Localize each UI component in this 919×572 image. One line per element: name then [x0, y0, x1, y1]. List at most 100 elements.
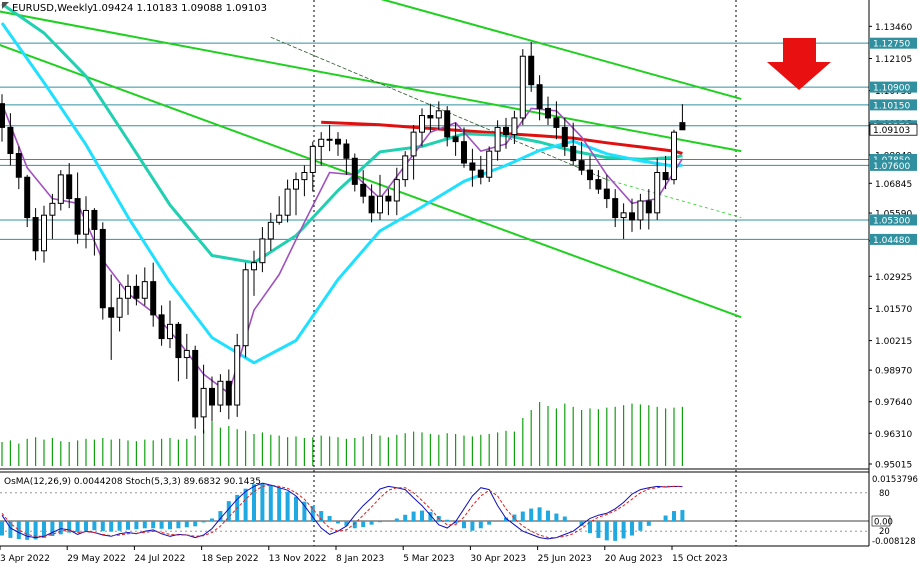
- candle-body: [335, 138, 341, 145]
- candle-body: [41, 214, 47, 252]
- candle-body: [486, 150, 493, 178]
- osma-bar-24: [201, 521, 206, 523]
- price-tick-label: 1.06845: [875, 180, 912, 190]
- candle-body: [477, 169, 484, 178]
- osma-bar-41: [344, 521, 349, 526]
- osma-zero-box: [871, 515, 891, 527]
- candle-18: [150, 262, 157, 327]
- candle-body: [301, 171, 308, 181]
- oscillator-pane: [0, 482, 869, 541]
- candle-39: [326, 125, 333, 152]
- candle-body: [32, 217, 39, 252]
- candle-54: [452, 122, 459, 156]
- osma-bar-8: [67, 521, 72, 533]
- osma-bar-44: [369, 521, 374, 525]
- osma-bar-22: [184, 521, 189, 528]
- volume-bars: [1, 402, 684, 466]
- osma-bar-7: [58, 521, 63, 535]
- price-level-label-2: 1.10150: [873, 101, 910, 111]
- candle-68: [570, 122, 577, 166]
- candle-81: [679, 104, 686, 131]
- osma-bar-60: [504, 517, 508, 521]
- candle-72: [603, 174, 610, 209]
- candle-body: [679, 122, 686, 131]
- osma-bar-56: [470, 521, 475, 531]
- candle-52: [435, 101, 442, 130]
- bearish-arrow-group: [767, 38, 831, 90]
- osma-bar-11: [92, 521, 97, 531]
- candle-59: [494, 120, 501, 161]
- candle-51: [427, 103, 434, 133]
- candle-71: [595, 170, 602, 194]
- candle-70: [587, 155, 593, 190]
- osma-bar-64: [537, 507, 542, 521]
- grid-layer: [313, 0, 737, 546]
- candle-body: [545, 107, 551, 119]
- osma-bar-27: [226, 501, 231, 521]
- price-level-label-2-box: [870, 99, 917, 111]
- osma-bar-59: [495, 521, 500, 522]
- time-tick-label: 30 Apr 2023: [470, 554, 526, 564]
- candle-body: [83, 209, 89, 235]
- candle-body: [393, 179, 400, 202]
- time-tick-label: 15 Oct 2023: [672, 554, 728, 564]
- moving-average-ma_red: [321, 120, 683, 155]
- osma-bar-50: [420, 510, 424, 521]
- candle-55: [461, 127, 467, 168]
- candle-body: [167, 323, 173, 340]
- candle-5: [41, 205, 47, 263]
- candle-body: [427, 115, 434, 119]
- osma-bar-21: [176, 521, 181, 529]
- trend-line-0: [0, 10, 742, 153]
- osma-bar-2: [16, 521, 21, 540]
- osma-bar-70: [588, 521, 592, 534]
- candle-8: [66, 163, 73, 209]
- osma-bar-48: [403, 514, 408, 521]
- osma-bar-3: [25, 521, 30, 540]
- price-level-label-6-box: [870, 214, 917, 226]
- candle-0: [0, 94, 5, 142]
- osma-bar-45: [378, 521, 382, 523]
- time-tick-label: 8 Jan 2023: [336, 554, 384, 564]
- candle-26: [217, 374, 224, 413]
- osma-bar-69: [579, 521, 584, 526]
- chart-title: EURUSD,Weekly: [12, 3, 93, 14]
- osma-bar-4: [33, 521, 38, 540]
- candle-36: [301, 165, 308, 197]
- osma-bar-37: [310, 506, 315, 521]
- candle-45: [377, 174, 383, 220]
- candle-38: [318, 132, 325, 166]
- candle-body: [57, 174, 64, 204]
- candle-80: [671, 129, 677, 185]
- candle-33: [276, 196, 283, 225]
- candle-body: [435, 110, 442, 119]
- candle-6: [49, 193, 56, 239]
- osma-bar-25: [210, 518, 214, 521]
- osma-bar-9: [75, 521, 80, 532]
- candle-body: [150, 281, 157, 316]
- candle-77: [645, 189, 652, 230]
- time-tick-label: 24 Jul 2022: [134, 554, 185, 564]
- candle-22: [183, 333, 190, 379]
- candle-34: [284, 179, 291, 223]
- moving-average-ma_teal: [1, 2, 683, 265]
- candle-40: [335, 132, 341, 156]
- candle-body: [116, 297, 123, 318]
- osma-bar-38: [319, 511, 324, 521]
- price-level-label-1-box: [870, 81, 917, 93]
- candle-60: [503, 117, 509, 149]
- candle-body: [377, 195, 383, 214]
- candle-53: [444, 106, 451, 147]
- candle-body: [587, 169, 593, 181]
- trend-line-4: [606, 179, 742, 218]
- candle-body: [570, 145, 577, 162]
- expand-triangle-icon: [2, 2, 9, 9]
- osma-bar-79: [663, 515, 668, 521]
- candle-body: [461, 141, 467, 164]
- price-tick-label: 1.01570: [875, 305, 912, 315]
- price-tick-label: 1.12105: [875, 55, 912, 65]
- osma-bar-17: [142, 521, 147, 529]
- candle-body: [259, 238, 266, 264]
- candle-body: [0, 103, 5, 128]
- osma-bar-75: [630, 521, 634, 536]
